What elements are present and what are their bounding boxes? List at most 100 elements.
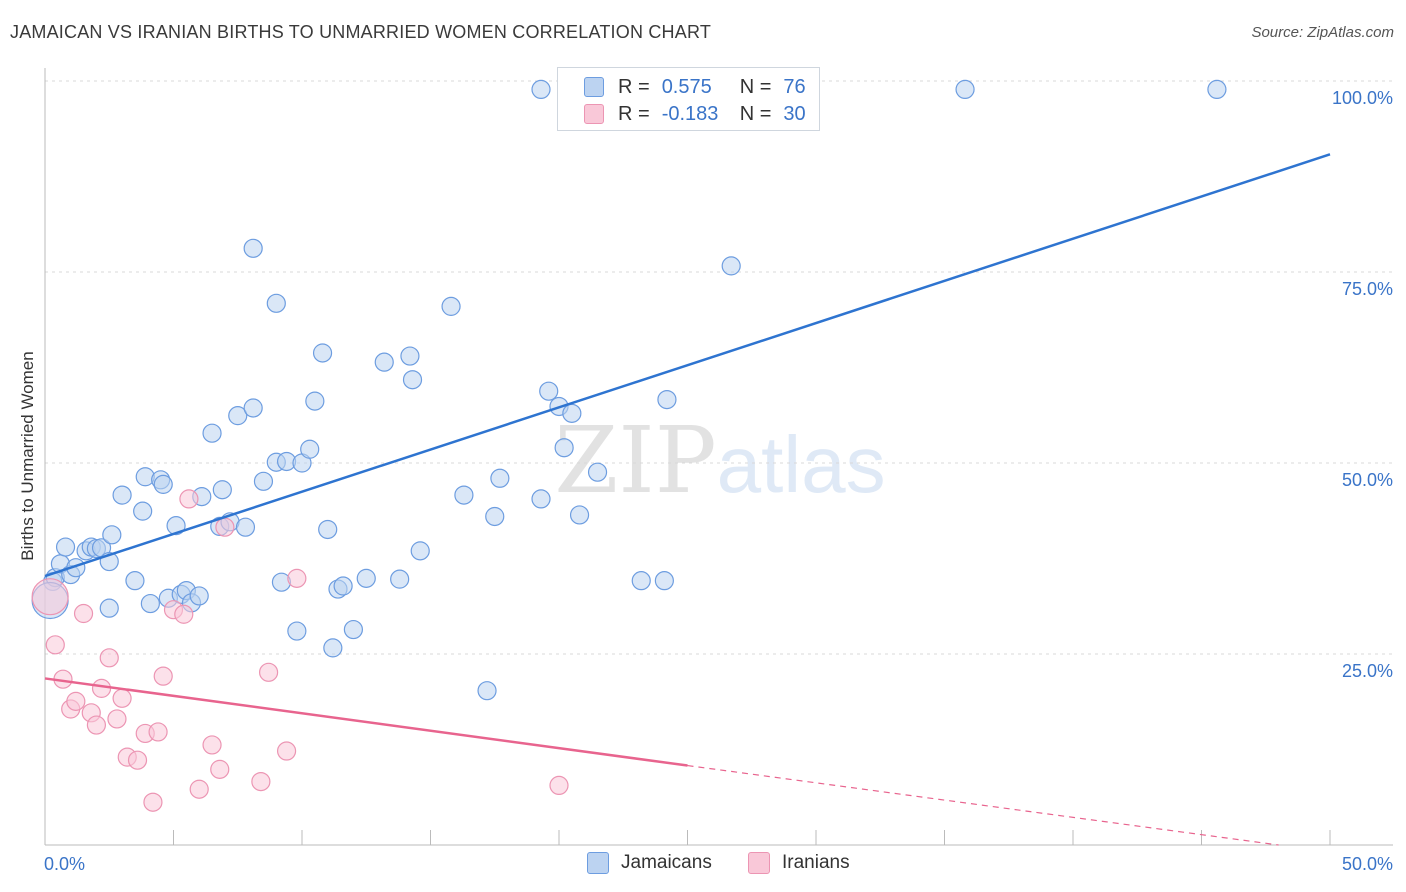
- watermark: ZIPatlas: [554, 407, 885, 514]
- jamaicans-trend-line: [44, 153, 1331, 578]
- jamaican-point: [539, 381, 559, 401]
- x-tick-label: 0.0%: [44, 854, 85, 874]
- x-tick-label: 50.0%: [1342, 854, 1393, 874]
- correlation-legend: R = 0.575 N = 76 R = -0.183 N = 30: [557, 67, 820, 131]
- iranian-point: [153, 666, 173, 686]
- jamaican-point: [477, 681, 497, 701]
- jamaican-point: [202, 423, 222, 443]
- jamaican-point: [657, 389, 677, 410]
- jamaican-point: [253, 471, 274, 491]
- jamaican-point: [374, 352, 394, 372]
- y-tick-label: 100.0%: [1332, 88, 1393, 108]
- jamaican-point: [631, 571, 651, 591]
- iranian-point: [287, 568, 307, 588]
- iranian-point: [45, 635, 65, 655]
- source-label: Source: ZipAtlas.com: [1251, 24, 1394, 41]
- jamaican-point: [587, 462, 608, 482]
- jamaican-point: [356, 568, 376, 588]
- jamaican-point: [323, 638, 343, 658]
- chart-title: JAMAICAN VS IRANIAN BIRTHS TO UNMARRIED …: [10, 22, 712, 42]
- jamaican-point: [189, 586, 209, 606]
- iranian-point: [31, 578, 69, 616]
- jamaican-point: [133, 501, 153, 521]
- jamaican-point: [390, 569, 410, 589]
- y-tick-label: 25.0%: [1342, 661, 1393, 681]
- jamaican-point: [125, 571, 145, 591]
- jamaican-point: [333, 576, 353, 596]
- jamaican-point: [721, 256, 741, 276]
- legend-r-label: R =: [618, 75, 650, 98]
- y-axis-label: Births to Unmarried Women: [18, 351, 37, 561]
- jamaican-point: [485, 506, 505, 527]
- jamaican-point: [955, 79, 975, 100]
- legend-row-jamaicans: R = 0.575 N = 76: [558, 74, 806, 100]
- jamaican-point: [554, 438, 574, 458]
- y-tick-label: 50.0%: [1342, 470, 1393, 490]
- legend-swatch-jamaicans: [584, 77, 604, 97]
- iranian-point: [210, 759, 230, 779]
- jamaican-point: [212, 480, 232, 500]
- iranian-point: [251, 771, 271, 792]
- iranian-point: [215, 517, 235, 537]
- jamaican-point: [654, 571, 674, 591]
- jamaican-point: [1207, 79, 1227, 100]
- legend-n-label: N =: [739, 75, 772, 98]
- jamaican-point: [266, 293, 286, 313]
- jamaican-point: [140, 593, 160, 614]
- iranian-point: [202, 735, 222, 755]
- iranian-point: [112, 688, 132, 708]
- iranian-point: [549, 775, 569, 796]
- jamaican-point: [228, 406, 248, 426]
- jamaican-point: [243, 238, 263, 258]
- iranian-point: [99, 648, 119, 668]
- series-legend-iranians[interactable]: Iranians: [748, 852, 850, 874]
- jamaican-point: [135, 467, 155, 487]
- jamaican-point: [531, 79, 551, 100]
- iranian-point: [189, 779, 209, 799]
- jamaican-point: [343, 619, 363, 640]
- jamaican-point: [243, 398, 263, 418]
- iranians-points: [31, 489, 569, 812]
- jamaican-point: [305, 391, 325, 411]
- jamaican-point: [410, 541, 430, 561]
- legend-n-value: 30: [783, 102, 806, 125]
- jamaican-point: [166, 516, 186, 536]
- series-legend-jamaicans[interactable]: Jamaicans: [587, 852, 712, 874]
- legend-n-value: 76: [783, 75, 806, 98]
- series-swatch-jamaicans: [587, 852, 609, 874]
- jamaican-point: [312, 343, 333, 363]
- jamaican-point: [454, 485, 474, 505]
- iranians-trend-line: [44, 677, 688, 767]
- iranian-point: [107, 709, 127, 729]
- jamaican-point: [102, 525, 122, 545]
- iranian-point: [127, 750, 148, 770]
- series-legend: Jamaicans Iranians: [0, 852, 1406, 878]
- series-swatch-iranians: [748, 852, 770, 874]
- iranian-point: [73, 603, 94, 624]
- legend-n-label: N =: [739, 102, 772, 125]
- iranian-point: [174, 604, 194, 624]
- jamaican-point: [287, 621, 307, 641]
- iranian-point: [179, 489, 199, 509]
- legend-row-iranians: R = -0.183 N = 30: [558, 101, 806, 127]
- iranian-point: [91, 678, 112, 698]
- jamaican-point: [318, 519, 338, 540]
- jamaican-point: [402, 370, 423, 390]
- iranian-point: [258, 662, 279, 682]
- legend-r-value: -0.183: [661, 102, 719, 125]
- jamaican-point: [490, 468, 510, 488]
- iranian-point: [143, 792, 163, 812]
- iranian-point: [66, 691, 86, 711]
- legend-r-value: 0.575: [661, 75, 712, 98]
- jamaicans-points: [31, 79, 1227, 701]
- y-tick-label: 75.0%: [1342, 279, 1393, 299]
- series-label-iranians: Iranians: [782, 852, 850, 873]
- jamaican-point: [55, 537, 76, 557]
- jamaican-point: [441, 296, 461, 316]
- iranians-trend-extension: [687, 764, 1279, 846]
- iranian-point: [276, 741, 297, 761]
- jamaican-point: [112, 485, 132, 505]
- jamaican-point: [562, 403, 582, 423]
- iranian-point: [148, 722, 168, 742]
- jamaican-point: [569, 505, 590, 525]
